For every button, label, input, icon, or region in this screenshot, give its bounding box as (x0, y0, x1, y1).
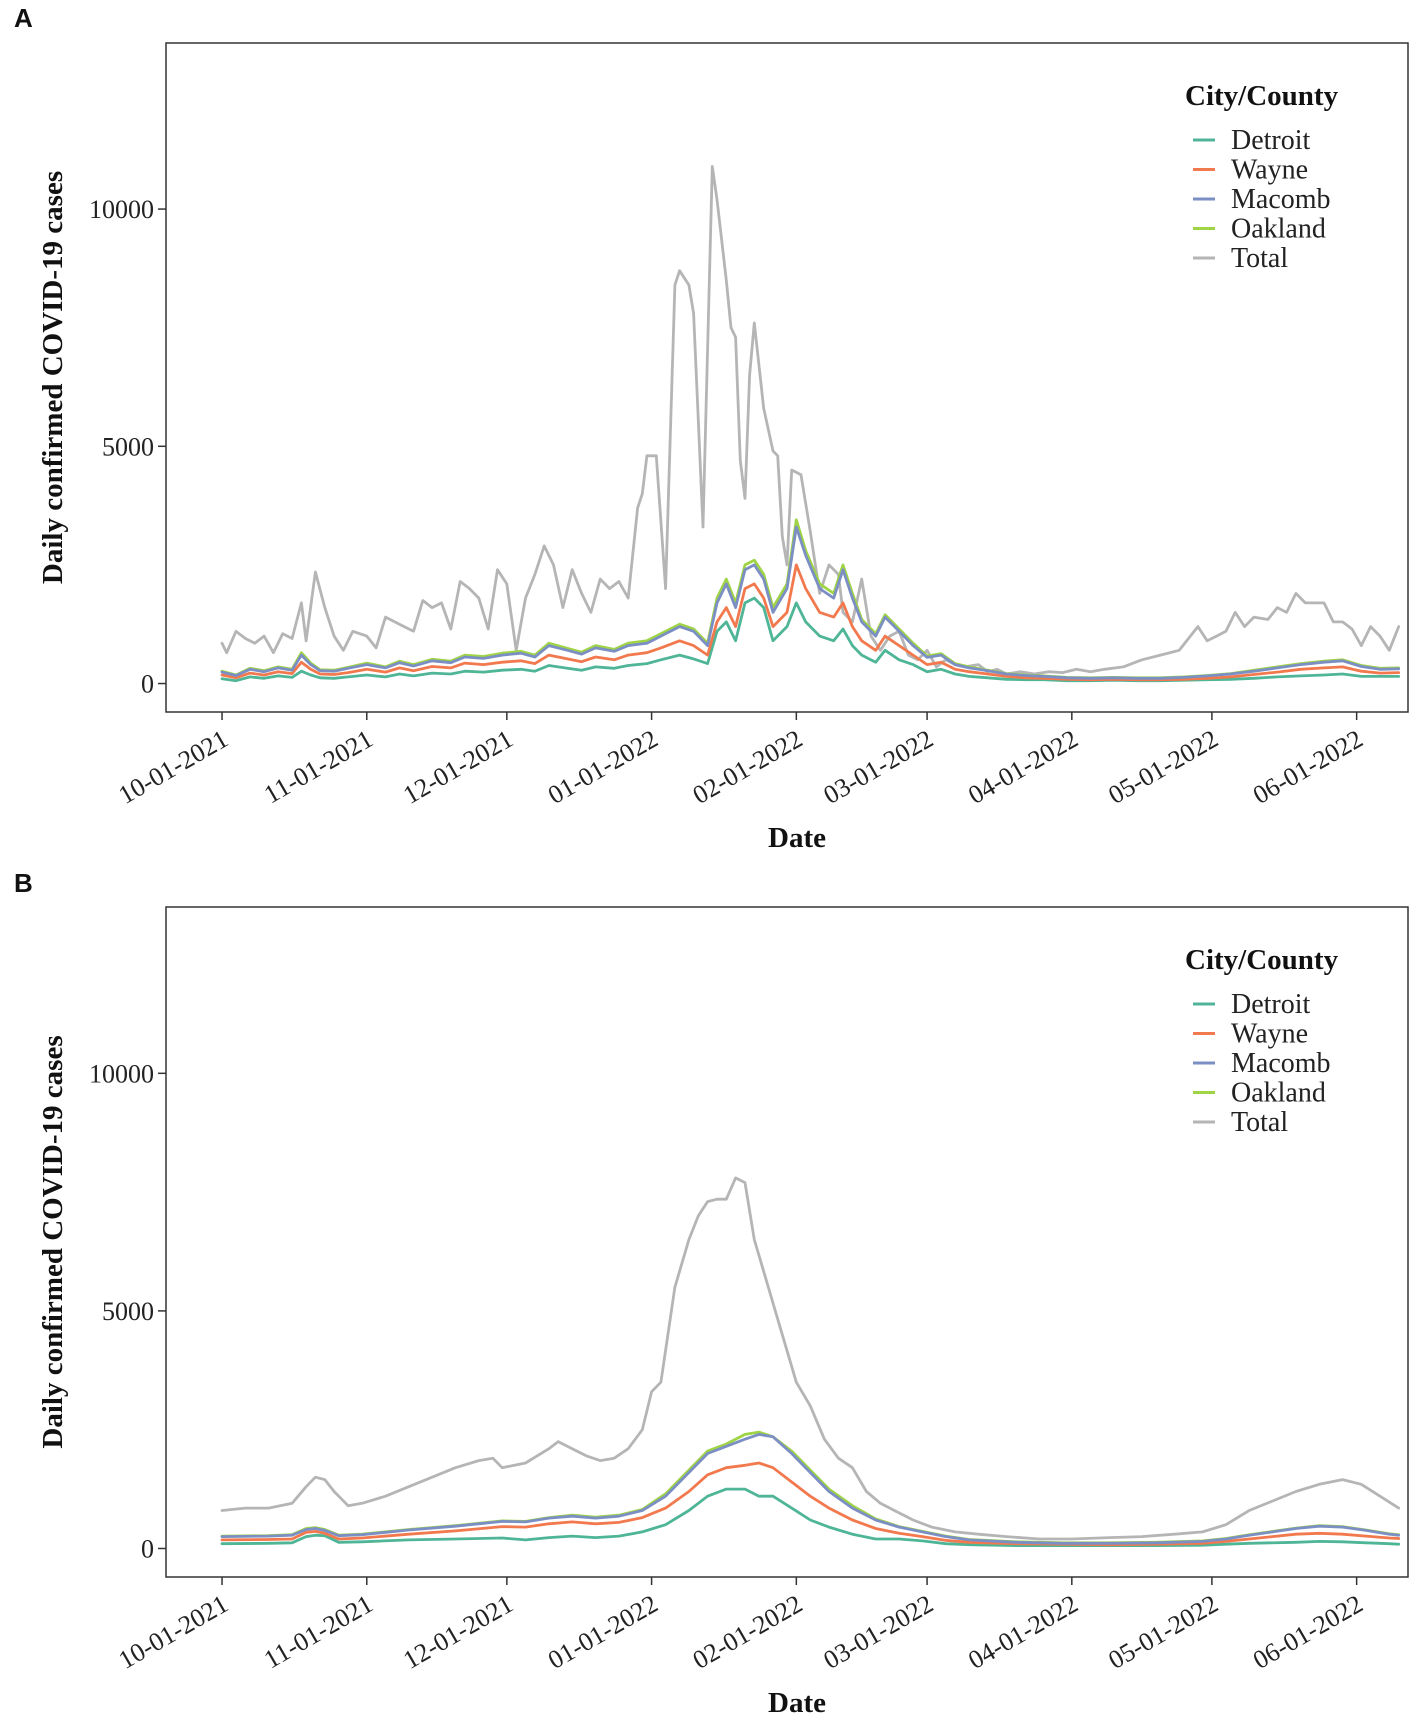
series-line-macomb (220, 525, 1401, 680)
x-tick-label: 03-01-2022 (819, 724, 939, 810)
legend-label-oakland: Oakland (1231, 1078, 1326, 1109)
x-tick-label: 02-01-2022 (688, 724, 808, 810)
x-tick-label: 11-01-2021 (259, 724, 378, 809)
x-tick-label: 04-01-2022 (963, 1589, 1083, 1675)
series-line-wayne (220, 1461, 1401, 1547)
legend-label-wayne: Wayne (1231, 1019, 1308, 1050)
x-axis-title: Date (768, 1687, 826, 1719)
y-axis-title: Daily confirmed COVID-19 cases (37, 171, 69, 584)
legend-label-macomb: Macomb (1231, 1048, 1331, 1079)
x-tick-label: 05-01-2022 (1103, 724, 1223, 810)
legend-title: City/County (1185, 80, 1339, 112)
legend-label-detroit: Detroit (1231, 125, 1311, 156)
x-tick-label: 01-01-2022 (543, 1589, 663, 1675)
panel-a: A 0 5000 10000 10-01-2021 11-01-2021 12-01-202… (14, 3, 1409, 854)
series-line-detroit (220, 1487, 1401, 1547)
series-group (220, 165, 1401, 683)
legend-label-total: Total (1231, 243, 1288, 274)
y-tick-label: 5000 (102, 1297, 154, 1326)
x-tick-label: 04-01-2022 (963, 724, 1083, 810)
x-tick-label: 06-01-2022 (1248, 724, 1368, 810)
legend-label-macomb: Macomb (1231, 184, 1331, 215)
series-line-wayne (220, 563, 1401, 682)
series-line-total (220, 165, 1401, 676)
x-tick-label: 12-01-2021 (398, 1589, 518, 1675)
legend-label-wayne: Wayne (1231, 155, 1308, 186)
y-tick-label: 10000 (89, 1059, 154, 1088)
legend-label-detroit: Detroit (1231, 989, 1311, 1020)
y-tick-label: 10000 (89, 195, 154, 224)
series-group (220, 1176, 1401, 1547)
panel-letter: B (14, 868, 33, 898)
x-axis-title: Date (768, 822, 826, 854)
x-tick-label: 05-01-2022 (1103, 1589, 1223, 1675)
x-tick-label: 02-01-2022 (688, 1589, 808, 1675)
series-line-total (220, 1176, 1401, 1541)
y-tick-label: 0 (141, 670, 154, 699)
plot-frame (165, 42, 1409, 713)
legend-label-oakland: Oakland (1231, 214, 1326, 245)
legend-label-total: Total (1231, 1107, 1288, 1138)
x-tick-label: 12-01-2021 (398, 724, 518, 810)
x-tick-label: 01-01-2022 (543, 724, 663, 810)
x-tick-label: 11-01-2021 (259, 1589, 378, 1674)
x-tick-label: 03-01-2022 (819, 1589, 939, 1675)
y-axis-title: Daily confirmed COVID-19 cases (37, 1035, 69, 1448)
x-tick-label: 10-01-2021 (113, 1589, 233, 1675)
plot-frame (165, 906, 1409, 1578)
x-tick-label: 10-01-2021 (113, 724, 233, 810)
x-tick-label: 06-01-2022 (1248, 1589, 1368, 1675)
panel-letter: A (14, 3, 33, 33)
y-tick-label: 0 (141, 1534, 154, 1563)
y-tick-label: 5000 (102, 432, 154, 461)
panel-b: B 0 5000 10000 10-01-2021 11-01-2021 12-01-202… (14, 868, 1409, 1719)
series-line-macomb (220, 1433, 1401, 1545)
legend-title: City/County (1185, 944, 1339, 976)
